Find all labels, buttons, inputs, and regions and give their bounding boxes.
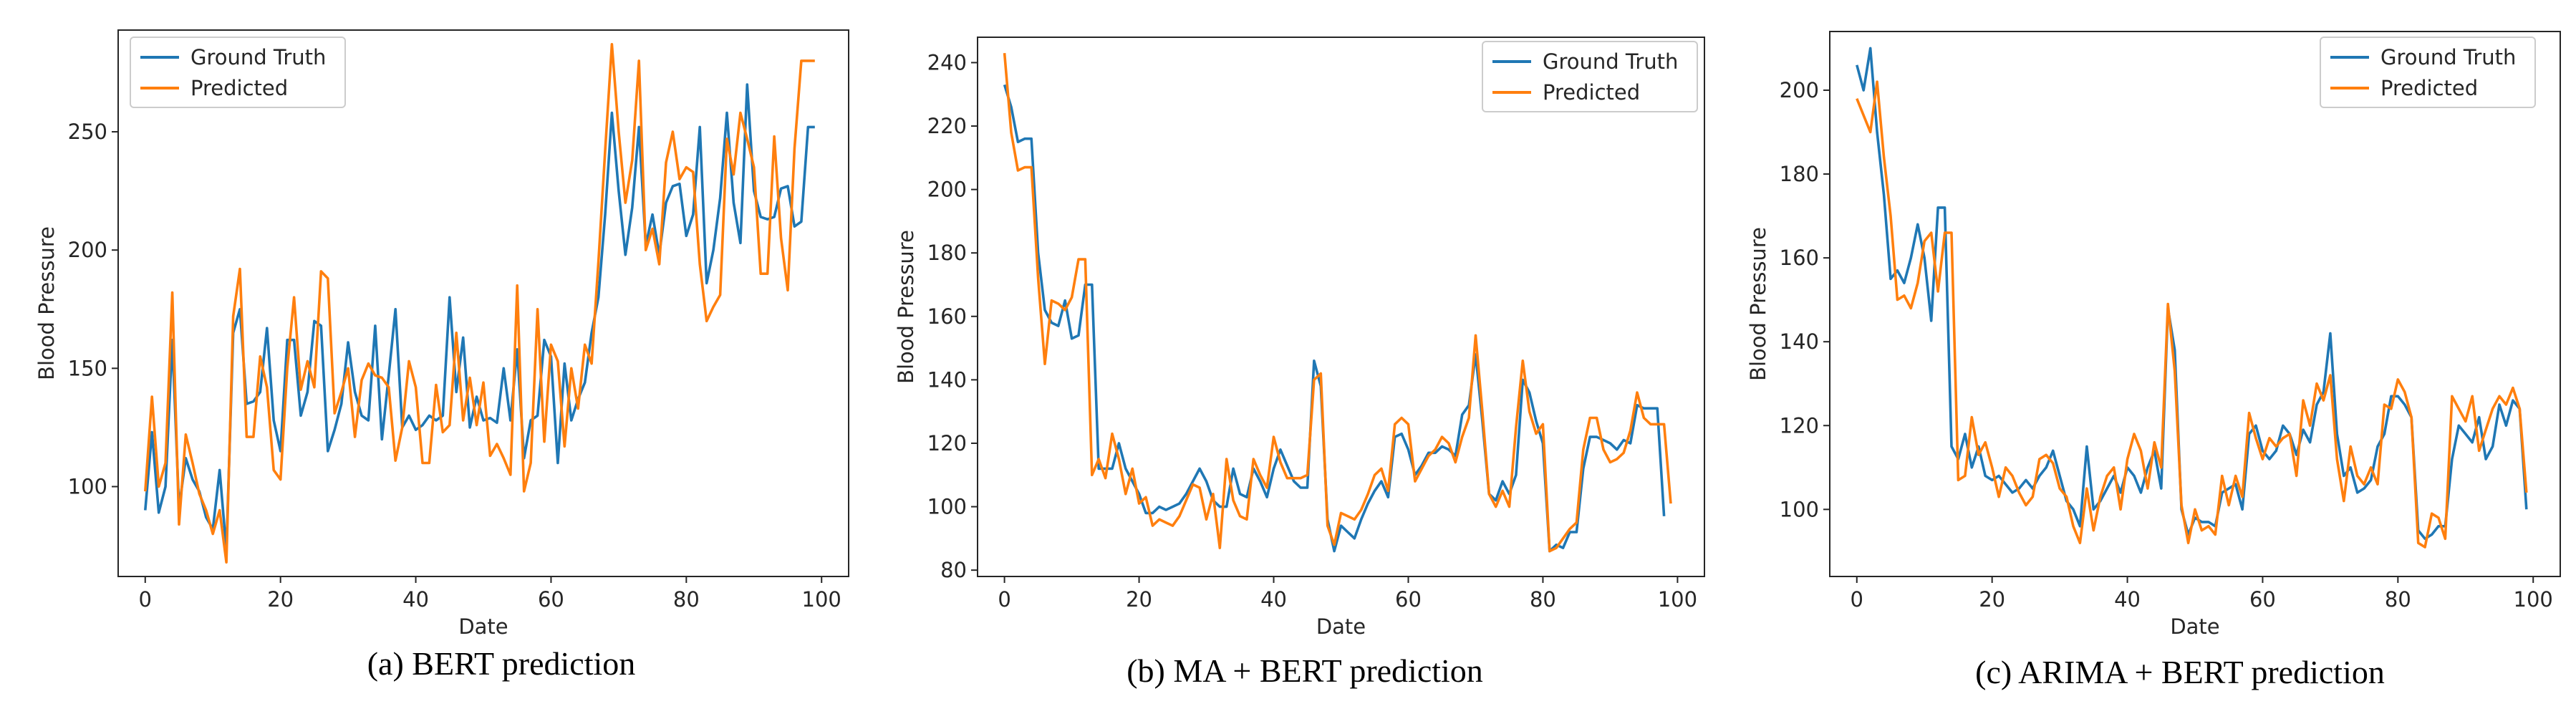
- chart-b-caption: (b) MA + BERT prediction: [1127, 652, 1483, 689]
- y-tick-label: 200: [68, 238, 107, 262]
- chart-panel-a: 0 20 40 60 80 100 100 150 200 250 Date Blood Pressu…: [0, 0, 852, 724]
- series-line-ground-truth: [144, 83, 815, 552]
- x-tick-label: 20: [267, 587, 294, 612]
- y-tick-label: 140: [1780, 329, 1819, 354]
- x-tick-label: 100: [2514, 587, 2553, 612]
- y-tick-label: 100: [927, 495, 967, 519]
- x-tick-label: 100: [1658, 587, 1697, 612]
- x-tick-label: 40: [2114, 587, 2141, 612]
- x-tick-label: 20: [1126, 587, 1152, 612]
- x-tick-label: 20: [1979, 587, 2005, 612]
- x-tick-label: 60: [2249, 587, 2276, 612]
- chart-panel-b: 0 20 40 60 80 100 80 100 120 140 160 180 200 220 240 Da…: [852, 0, 1705, 724]
- legend-label-predicted: Predicted: [2380, 76, 2478, 100]
- x-tick-label: 0: [139, 587, 152, 612]
- x-tick-label: 80: [2385, 587, 2411, 612]
- y-tick-label: 150: [68, 356, 107, 380]
- y-tick-label: 120: [927, 431, 967, 455]
- x-tick-label: 60: [1395, 587, 1422, 612]
- legend-label-ground-truth: Ground Truth: [2380, 45, 2516, 69]
- x-tick-label: 80: [673, 587, 700, 612]
- x-axis-label: Date: [2170, 614, 2219, 639]
- series-line-predicted: [1856, 80, 2528, 549]
- series-line-predicted: [1003, 52, 1672, 553]
- legend-label-predicted: Predicted: [1543, 80, 1640, 105]
- chart-c-plot: 0 20 40 60 80 100 100 120 140 160 180 200 Date Blood …: [1746, 31, 2561, 639]
- legend-box: [130, 37, 346, 108]
- y-tick-label: 200: [927, 178, 967, 202]
- chart-b-plot: 0 20 40 60 80 100 80 100 120 140 160 180 200 220 240 Da…: [894, 37, 1705, 639]
- y-tick-label: 80: [940, 558, 967, 582]
- y-tick-label: 100: [68, 474, 107, 498]
- plot-frame: [117, 29, 849, 577]
- legend-label-ground-truth: Ground Truth: [190, 45, 326, 69]
- chart-c-caption: (c) ARIMA + BERT prediction: [1975, 654, 2385, 690]
- y-tick-label: 160: [927, 304, 967, 329]
- x-axis-label: Date: [458, 614, 508, 639]
- series-line-ground-truth: [1003, 84, 1666, 553]
- legend-label-ground-truth: Ground Truth: [1543, 49, 1678, 74]
- y-axis-label: Blood Pressure: [1746, 227, 1770, 381]
- plot-frame: [977, 37, 1705, 577]
- x-tick-label: 60: [538, 587, 564, 612]
- y-tick-label: 180: [927, 241, 967, 265]
- y-tick-label: 200: [1780, 78, 1819, 102]
- series-line-predicted: [144, 42, 815, 564]
- y-tick-label: 120: [1780, 413, 1819, 438]
- x-tick-label: 0: [1851, 587, 1863, 612]
- x-axis-label: Date: [1316, 614, 1366, 639]
- y-axis-label: Blood Pressure: [894, 230, 918, 384]
- y-tick-label: 140: [927, 367, 967, 392]
- y-tick-label: 220: [927, 114, 967, 138]
- chart-a-caption: (a) BERT prediction: [367, 645, 636, 682]
- y-tick-label: 100: [1780, 497, 1819, 521]
- x-tick-label: 40: [402, 587, 429, 612]
- y-tick-label: 250: [68, 120, 107, 144]
- x-tick-label: 0: [998, 587, 1010, 612]
- x-tick-label: 80: [1530, 587, 1556, 612]
- chart-a-plot: 0 20 40 60 80 100 100 150 200 250 Date Blood Pressu…: [34, 29, 849, 639]
- y-tick-label: 180: [1780, 162, 1819, 186]
- y-axis-label: Blood Pressure: [34, 226, 59, 380]
- legend-label-predicted: Predicted: [190, 76, 288, 100]
- plot-frame: [1829, 31, 2561, 577]
- legend-box: [1482, 41, 1698, 112]
- x-tick-label: 100: [802, 587, 841, 612]
- x-tick-label: 40: [1260, 587, 1287, 612]
- y-tick-label: 240: [927, 50, 967, 74]
- legend-box: [2320, 37, 2536, 108]
- y-tick-label: 160: [1780, 246, 1819, 270]
- chart-panel-c: 0 20 40 60 80 100 100 120 140 160 180 200 Date Blood …: [1704, 0, 2576, 724]
